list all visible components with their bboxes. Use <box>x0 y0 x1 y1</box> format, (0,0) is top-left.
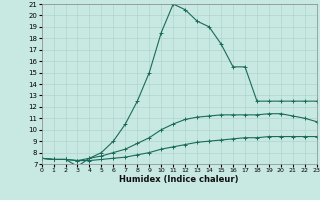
X-axis label: Humidex (Indice chaleur): Humidex (Indice chaleur) <box>119 175 239 184</box>
